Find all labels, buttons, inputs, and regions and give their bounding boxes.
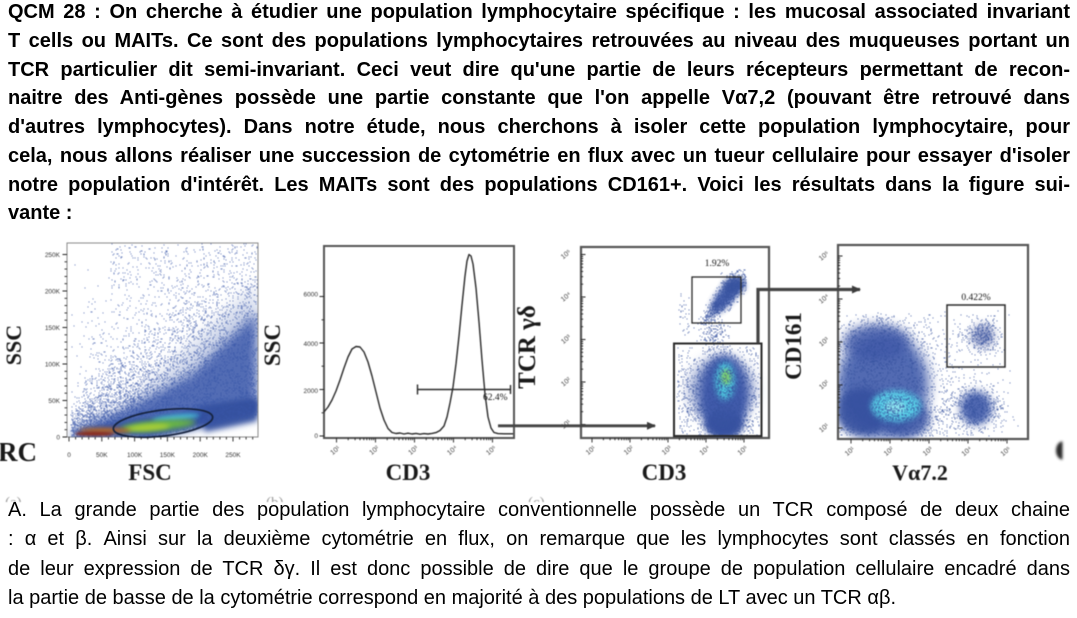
svg-text:CD3: CD3: [642, 460, 687, 485]
svg-text:10²: 10²: [818, 379, 831, 391]
svg-text:50K: 50K: [96, 452, 108, 459]
svg-text:10³: 10³: [661, 444, 674, 456]
svg-text:2000: 2000: [304, 388, 319, 395]
svg-text:10¹: 10¹: [585, 444, 598, 456]
svg-text:100K: 100K: [127, 452, 143, 459]
svg-text:4000: 4000: [304, 341, 319, 348]
svg-text:0: 0: [56, 435, 60, 442]
svg-text:0.422%: 0.422%: [961, 293, 990, 303]
svg-text:10⁵: 10⁵: [818, 250, 831, 262]
svg-text:10¹: 10¹: [844, 445, 857, 457]
svg-text:10²: 10²: [368, 444, 381, 456]
svg-text:10⁴: 10⁴: [818, 293, 831, 305]
svg-text:10³: 10³: [818, 336, 831, 348]
svg-text:CD3: CD3: [386, 460, 431, 485]
svg-text:250K: 250K: [225, 452, 241, 459]
svg-text:(b): (b): [266, 495, 284, 502]
svg-text:10²: 10²: [560, 376, 573, 388]
svg-text:150K: 150K: [160, 452, 176, 459]
svg-text:(c): (c): [528, 495, 545, 502]
svg-text:10⁴: 10⁴: [446, 445, 459, 457]
svg-text:SSC: SSC: [260, 324, 285, 366]
svg-text:10¹: 10¹: [818, 422, 831, 434]
svg-text:10⁴: 10⁴: [699, 445, 712, 457]
svg-text:200K: 200K: [45, 289, 61, 296]
svg-text:0: 0: [67, 452, 71, 459]
svg-text:10⁵: 10⁵: [737, 445, 750, 457]
svg-text:10⁵: 10⁵: [560, 249, 573, 261]
svg-text:10³: 10³: [407, 444, 420, 456]
svg-text:TCR γδ: TCR γδ: [514, 305, 541, 389]
svg-text:1.92%: 1.92%: [705, 259, 730, 269]
svg-text:50K: 50K: [48, 398, 60, 405]
svg-text:SSC: SSC: [1, 325, 26, 365]
svg-text:10²: 10²: [883, 445, 896, 457]
svg-text:200K: 200K: [193, 452, 209, 459]
svg-text:10¹: 10¹: [329, 444, 342, 456]
svg-text:10³: 10³: [922, 445, 935, 457]
svg-text:100K: 100K: [45, 362, 61, 369]
svg-text:CD161: CD161: [781, 312, 806, 380]
svg-text:10²: 10²: [623, 444, 636, 456]
svg-text:10³: 10³: [560, 334, 573, 346]
svg-text:10⁴: 10⁴: [961, 446, 974, 458]
svg-text:6000: 6000: [304, 292, 319, 299]
svg-text:150K: 150K: [45, 325, 61, 332]
svg-text:Vα7.2: Vα7.2: [892, 460, 948, 485]
svg-text:10⁴: 10⁴: [560, 291, 573, 303]
svg-text:(a): (a): [5, 495, 22, 502]
svg-text:10⁵: 10⁵: [485, 445, 498, 457]
svg-text:250K: 250K: [45, 252, 61, 259]
svg-text:0: 0: [314, 433, 318, 440]
svg-text:FSC: FSC: [128, 460, 171, 485]
svg-text:62.4%: 62.4%: [483, 393, 508, 403]
svg-text:RC: RC: [0, 437, 37, 467]
svg-text:10⁵: 10⁵: [1000, 446, 1013, 458]
